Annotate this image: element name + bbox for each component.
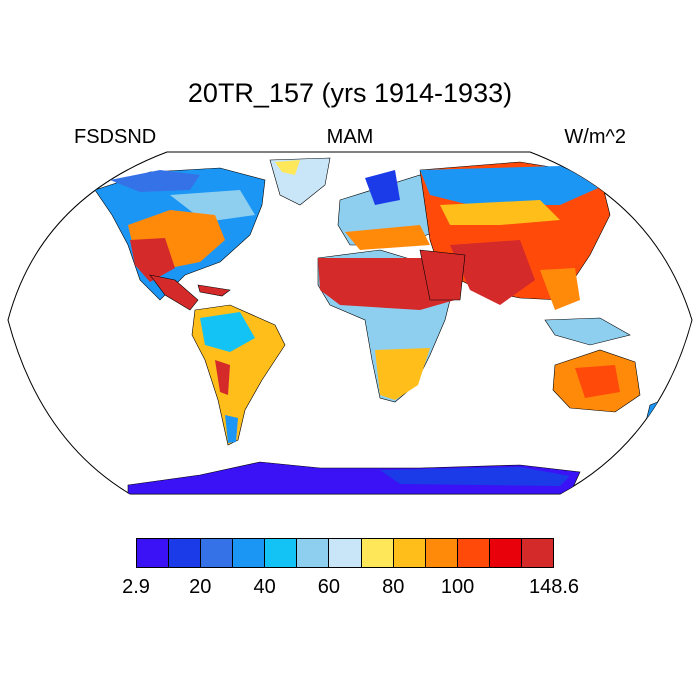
usa-southwest	[130, 238, 175, 282]
patagonia-blue	[225, 415, 238, 443]
colorbar-cell	[329, 539, 362, 567]
colorbar-cell	[137, 539, 170, 567]
greenland-coast	[275, 160, 300, 175]
colorbar-cell	[457, 539, 490, 567]
colorbar	[136, 538, 554, 568]
caribbean	[197, 284, 231, 297]
sahara-red	[318, 258, 455, 310]
southern-africa-yellow	[375, 348, 430, 400]
antarctica-band	[380, 467, 570, 486]
colorbar-tick-label: 20	[189, 576, 212, 598]
units-label: W/m^2	[564, 126, 626, 148]
arabia-red	[419, 249, 466, 301]
colorbar-cell	[233, 539, 266, 567]
colorbar-cell	[393, 539, 426, 567]
colorbar-tick-label: 40	[253, 576, 276, 598]
colorbar-cell	[361, 539, 394, 567]
colorbar-cell	[201, 539, 234, 567]
canada-light	[170, 190, 255, 222]
indonesia-region	[544, 317, 631, 346]
season-label: MAM	[326, 126, 374, 148]
south-asia-red	[450, 240, 535, 305]
colorbar-tick-label: 148.6	[528, 576, 580, 598]
europe-south	[345, 225, 430, 250]
colorbar-cell	[265, 539, 298, 567]
colorbar-cell	[489, 539, 522, 567]
colorbar-tick-label: 80	[382, 576, 405, 598]
colorbar-cell	[169, 539, 202, 567]
amazon-blue	[200, 312, 255, 352]
north-america-arctic	[110, 170, 200, 192]
colorbar-cell	[521, 539, 554, 567]
southeast-asia	[540, 268, 580, 310]
plot-title: 20TR_157 (yrs 1914-1933)	[187, 78, 513, 108]
variable-label: FSDSND	[74, 126, 157, 148]
central-asia-yellow	[440, 200, 560, 225]
colorbar-cell	[425, 539, 458, 567]
colorbar-tick-label: 60	[317, 576, 341, 598]
colorbar-cell	[297, 539, 330, 567]
australia-core	[575, 365, 620, 398]
colorbar-tick-label: 2.9	[122, 576, 150, 598]
central-america	[149, 274, 199, 311]
scandinavia	[365, 170, 400, 205]
andes-red	[215, 360, 230, 395]
siberia-blue	[420, 166, 605, 205]
colorbar-tick-label: 100	[440, 576, 475, 598]
